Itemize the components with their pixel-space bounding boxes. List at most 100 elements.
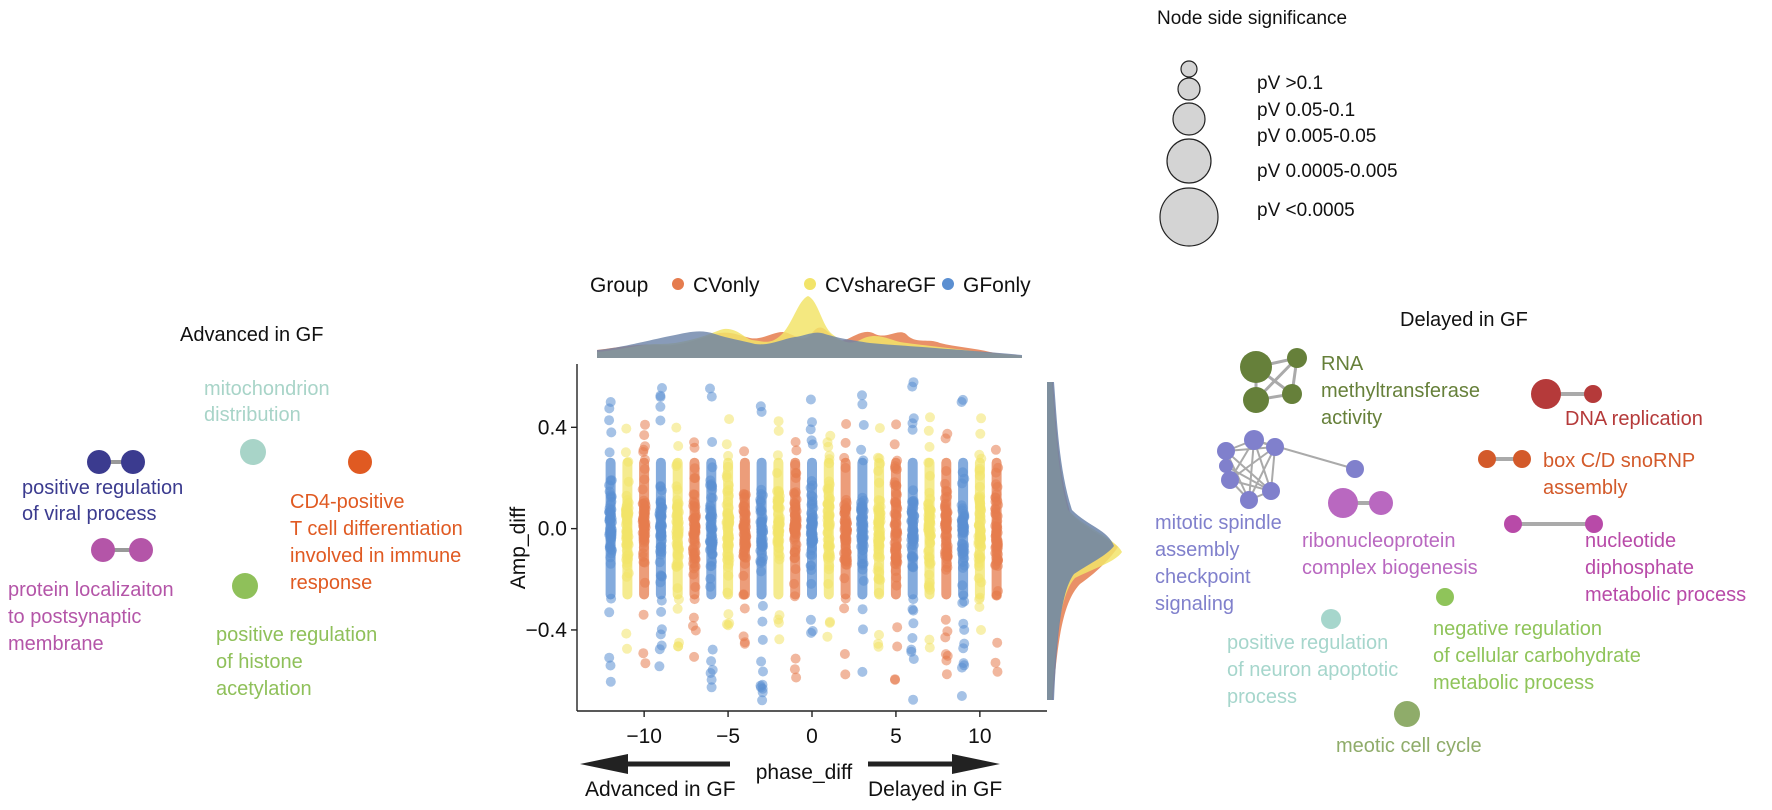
scatter-point-band	[773, 457, 784, 600]
scatter-point	[790, 653, 801, 664]
delayed-arrow	[868, 754, 1000, 774]
scatter-point	[604, 447, 615, 458]
size-legend: Node side significance pV >0.1 pV 0.05-0…	[1157, 8, 1398, 247]
scatter-point	[671, 422, 682, 433]
scatter-point	[604, 652, 615, 663]
scatter-point	[688, 620, 698, 631]
legend-swatch-gfonly	[942, 278, 954, 290]
scatter-point	[707, 664, 718, 675]
scatter-point	[689, 651, 700, 662]
scatter-point-band	[807, 457, 817, 600]
advanced-arrow	[580, 754, 730, 774]
right-density	[1047, 382, 1122, 700]
right-panel-title: Delayed in GF	[1400, 309, 1528, 331]
scatter-point	[891, 419, 902, 430]
scatter-point	[674, 637, 684, 648]
scatter-point	[773, 416, 784, 427]
scatter-point	[756, 656, 767, 667]
viral-node	[121, 450, 145, 474]
nucleotide-node	[1504, 515, 1522, 533]
histone-node	[232, 573, 258, 599]
scatter-point	[655, 392, 666, 403]
scatter-point	[957, 597, 968, 608]
scatter-point	[976, 625, 986, 635]
y-tick-label: 0.0	[538, 518, 567, 541]
right-network-panel: Delayed in GF RNA methyltransferase acti…	[1155, 309, 1746, 757]
scatter-point	[907, 633, 918, 643]
scatter-point	[858, 420, 869, 430]
scatter-point	[889, 439, 900, 450]
cd4-label: CD4-positive T cell differentiation invo…	[290, 491, 468, 594]
size-legend-circle	[1166, 138, 1212, 184]
y-axis-label: Amp_diff	[507, 507, 530, 590]
rna-node	[1243, 387, 1269, 413]
legend-label-gfonly: GFonly	[963, 274, 1031, 297]
scatter-point	[990, 657, 1001, 668]
scatter-point	[673, 441, 684, 451]
scatter-point	[756, 682, 766, 693]
scatter-point	[622, 643, 632, 654]
x-tick-label: −5	[716, 725, 740, 748]
y-tick-label: −0.4	[526, 619, 568, 642]
scatter-point	[941, 669, 952, 680]
rna-label: RNA methyltransferase activity	[1321, 353, 1486, 429]
scatter-point	[706, 674, 717, 685]
scatter-point	[857, 604, 868, 615]
scatter-point	[839, 649, 850, 659]
scatter-point	[841, 419, 852, 429]
scatter-point	[806, 627, 817, 638]
rna-node	[1282, 384, 1302, 404]
size-legend-entry: pV <0.0005	[1257, 200, 1355, 221]
scatter-point	[892, 641, 903, 652]
dna-label: DNA replication	[1565, 408, 1703, 430]
scatter-point	[940, 649, 951, 660]
scatter-point	[874, 423, 885, 434]
nucleotide-node	[1585, 515, 1603, 533]
scatter-point	[724, 414, 735, 425]
scatter-point	[856, 444, 867, 455]
scatter-point	[858, 624, 868, 635]
scatter-point-band	[840, 457, 851, 600]
boxcd-label: box C/D snoRNP assembly	[1543, 450, 1700, 499]
mitotic-label: mitotic spindle assembly checkpoint sign…	[1155, 512, 1287, 615]
scatter-point	[840, 437, 851, 448]
protein-label: protein localizaiton to postsynaptic mem…	[8, 579, 179, 655]
scatter-point	[656, 606, 667, 617]
scatter-point-band	[639, 457, 650, 600]
size-legend-entry: pV >0.1	[1257, 73, 1323, 94]
scatter-point	[825, 430, 836, 441]
scatter-point	[805, 394, 816, 405]
scatter-point	[942, 428, 953, 439]
scatter-point	[640, 658, 651, 669]
scatter-point	[757, 634, 768, 645]
scatter-point	[756, 406, 767, 417]
scatter-point	[857, 399, 868, 410]
mitotic-node	[1221, 471, 1239, 489]
ribo-label: ribonucleoprotein complex biogenesis	[1302, 530, 1478, 579]
scatter-point	[707, 644, 718, 655]
scatter-point	[959, 624, 970, 635]
scatter-point	[923, 425, 934, 436]
neuron-node	[1321, 609, 1341, 629]
scatter-point	[990, 444, 1001, 455]
scatter-point	[604, 415, 615, 426]
viral-label: positive regulation of viral process	[22, 477, 189, 525]
advanced-arrow-label: Advanced in GF	[585, 778, 736, 801]
ribo-node	[1369, 491, 1393, 515]
mitotic-node	[1240, 491, 1258, 509]
scatter-point	[823, 441, 834, 452]
neuron-label: positive regulation of neuron apoptotic …	[1227, 632, 1404, 708]
scatter-point	[839, 603, 850, 614]
meiotic-node	[1394, 701, 1420, 727]
x-axis-label: phase_diff	[756, 761, 853, 784]
scatter-point	[757, 695, 768, 706]
scatter-point-band	[890, 457, 901, 600]
ribo-node	[1328, 488, 1358, 518]
scatter-point	[639, 430, 650, 441]
mitotic-node	[1266, 438, 1284, 456]
scatter-point	[791, 672, 802, 683]
mitotic-node	[1262, 482, 1280, 500]
scatter-point	[924, 642, 935, 653]
scatter-point	[757, 616, 768, 627]
protein-node	[129, 538, 153, 562]
